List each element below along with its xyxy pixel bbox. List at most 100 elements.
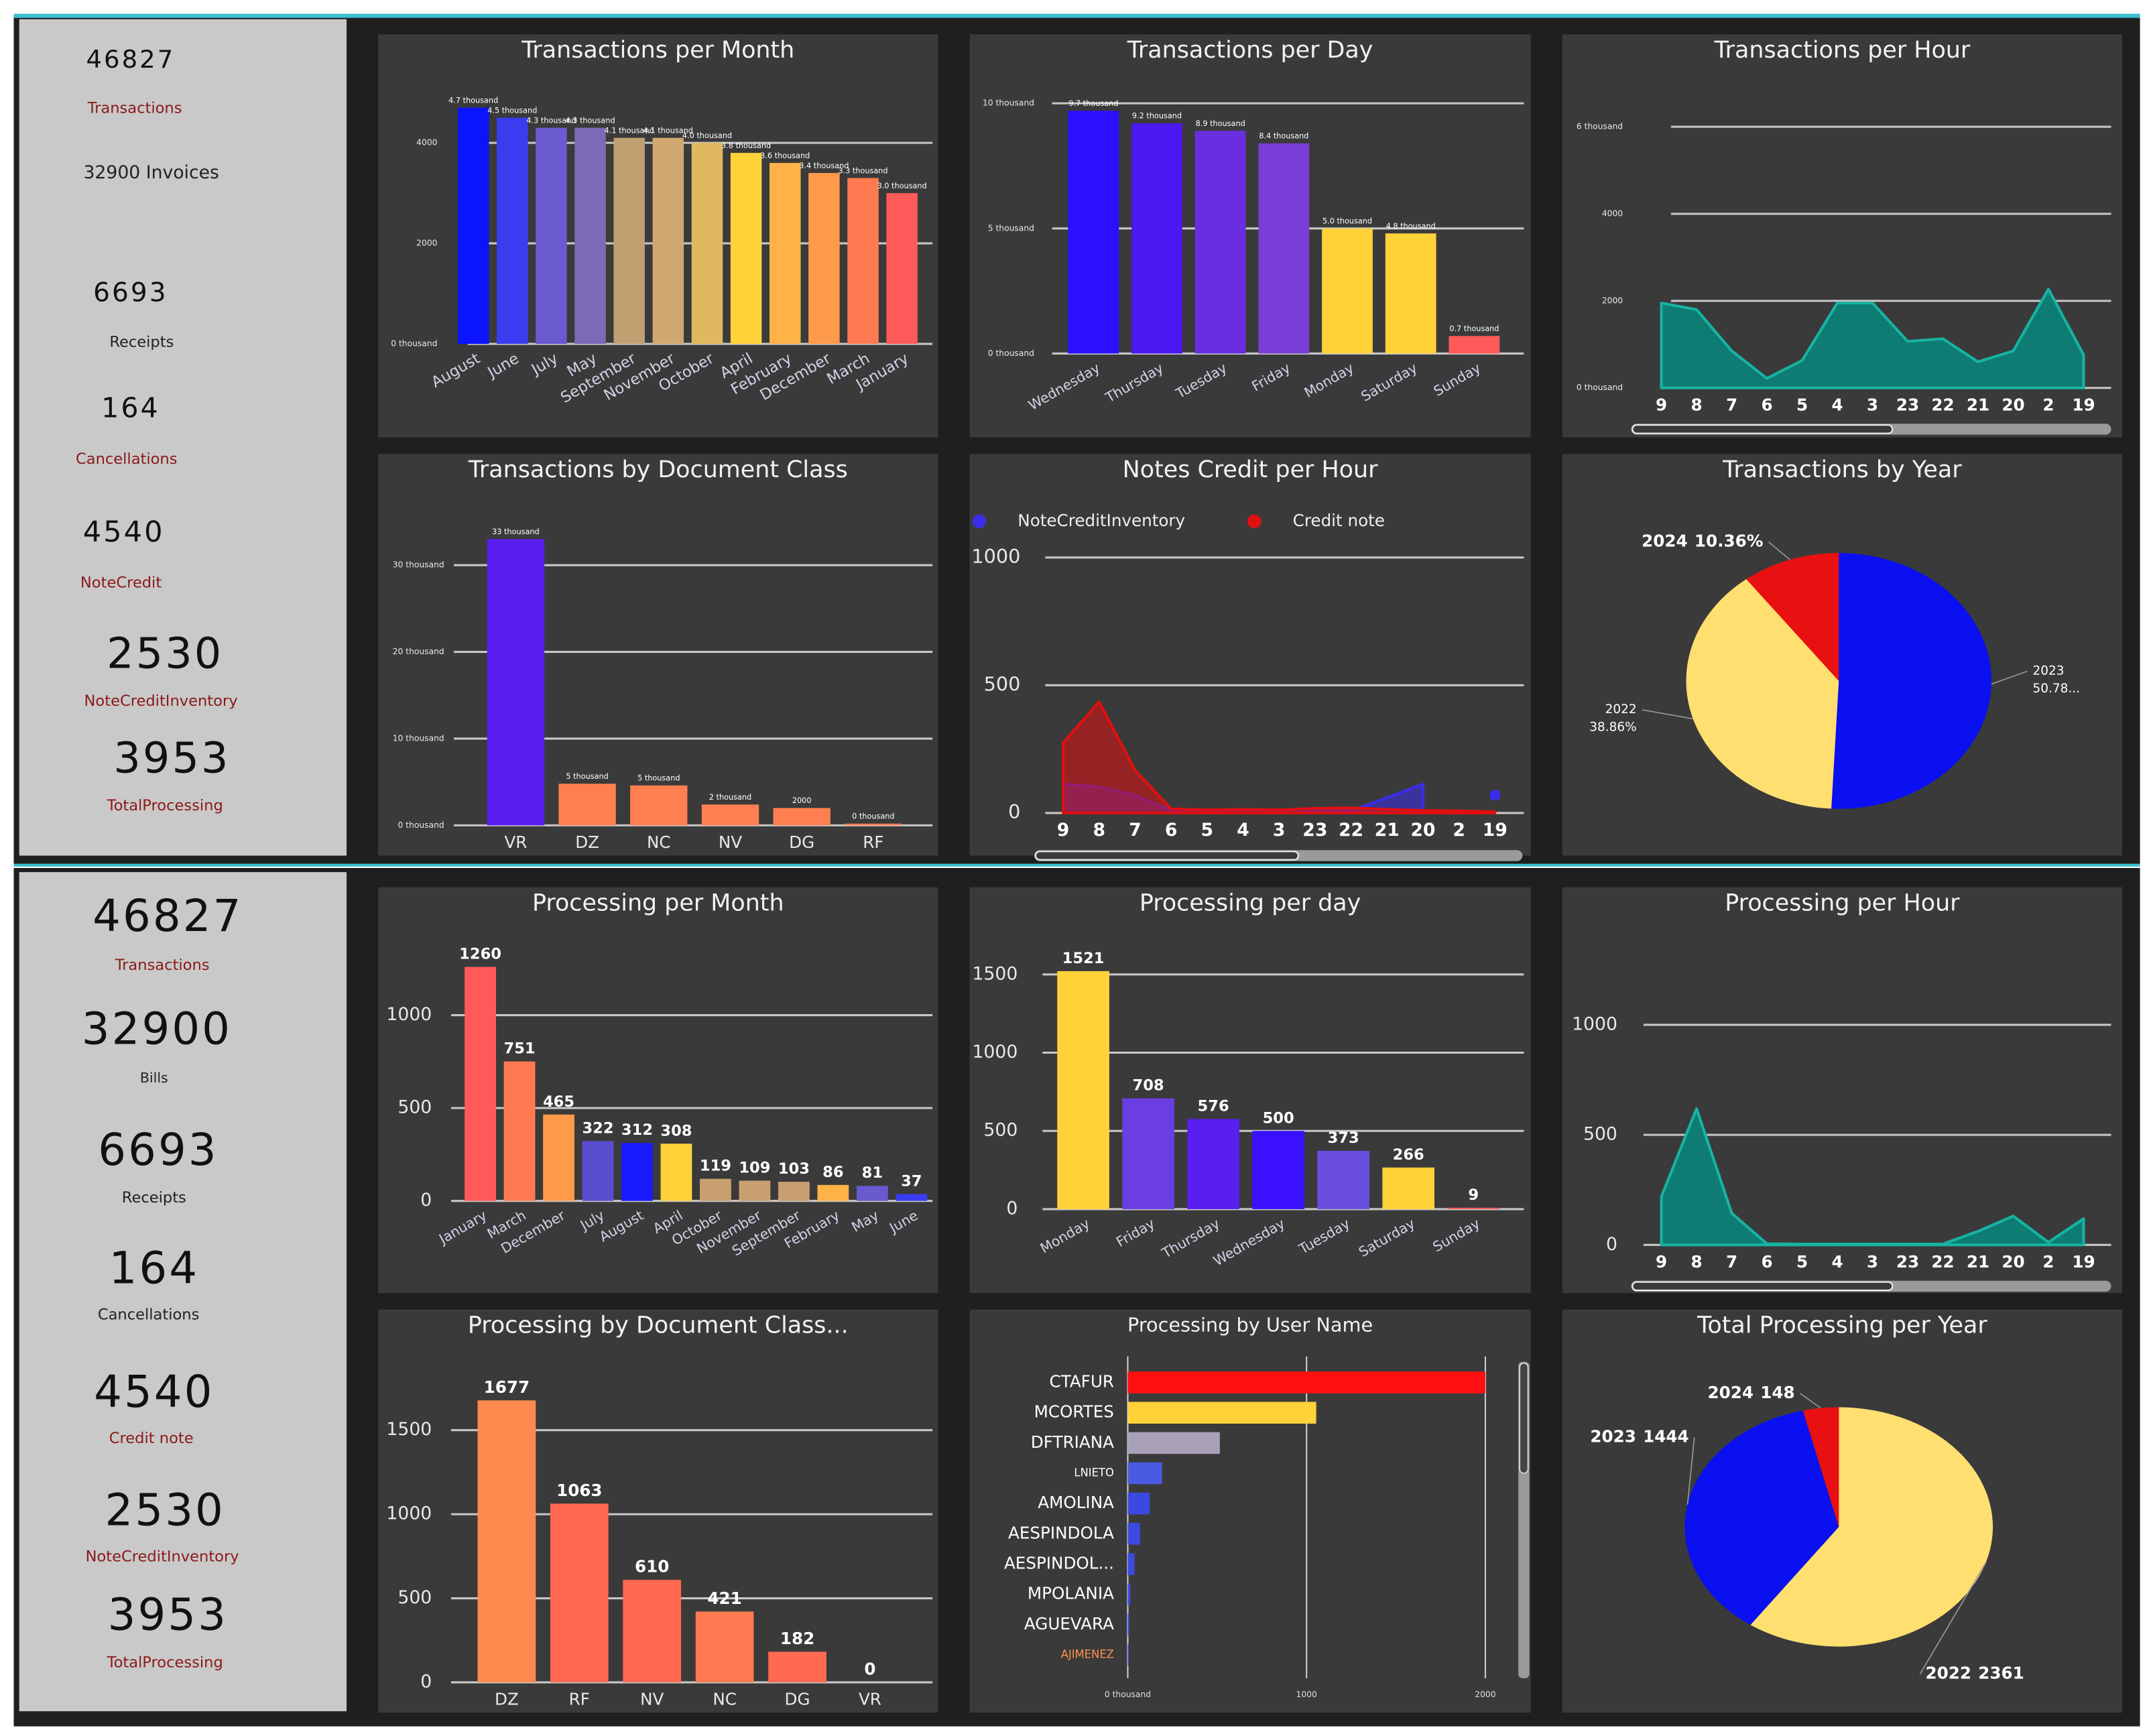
pie-slice xyxy=(1684,1410,1839,1625)
bar xyxy=(768,1652,826,1682)
kpi-panel xyxy=(19,19,347,856)
chart-title: Transactions per Hour xyxy=(1713,37,1970,64)
bar xyxy=(701,804,759,826)
y-tick-label: 500 xyxy=(1583,1124,1617,1145)
bar xyxy=(1127,1462,1162,1485)
bar xyxy=(1127,1371,1485,1393)
pie-value: 50.78... xyxy=(2033,682,2080,696)
chart-title: Transactions per Day xyxy=(1127,37,1373,64)
bar xyxy=(1127,1432,1220,1454)
y-tick-label: 1000 xyxy=(1572,1013,1617,1034)
bar xyxy=(1194,131,1246,354)
bar xyxy=(896,1194,928,1201)
y-tick-label: 4000 xyxy=(416,138,437,147)
bar xyxy=(1127,1583,1131,1605)
area xyxy=(1660,1107,2085,1247)
x-tick-label: 6 xyxy=(1761,1252,1772,1272)
data-label: 5 thousand xyxy=(566,772,608,781)
bar xyxy=(856,1186,888,1201)
data-label: 4.3 thousand xyxy=(526,116,576,125)
x-tick-label: 21 xyxy=(1375,820,1400,841)
kpi-label: 32900 Invoices xyxy=(83,162,219,183)
bar xyxy=(1447,1207,1500,1209)
area xyxy=(1061,700,1497,814)
kpi-value: 4540 xyxy=(83,515,165,549)
pie-label: 2024 10.36% xyxy=(1642,532,1763,551)
scrollbar-thumb[interactable] xyxy=(1632,424,1894,434)
bar xyxy=(1068,111,1119,354)
chart-panel xyxy=(1562,887,2122,1294)
pie-category: 2023 xyxy=(2033,664,2065,678)
pie-category: 2024 xyxy=(1642,532,1687,551)
bar xyxy=(487,539,545,826)
x-tick-label: 3 xyxy=(1867,395,1878,414)
y-tick-label: 0 xyxy=(420,1190,432,1211)
y-tick-label: 1000 xyxy=(972,1042,1018,1062)
scrollbar-thumb[interactable] xyxy=(1034,851,1299,861)
x-tick-label: NC xyxy=(713,1690,737,1709)
x-tick-label: 23 xyxy=(1896,1252,1919,1272)
bar xyxy=(1385,233,1436,354)
x-tick-label: 7 xyxy=(1726,1252,1737,1272)
x-tick-label: 4 xyxy=(1831,395,1843,414)
legend-marker xyxy=(972,514,987,529)
data-label: 119 xyxy=(700,1158,731,1175)
chart-title: Total Processing per Year xyxy=(1697,1312,1987,1339)
data-label: 86 xyxy=(822,1164,843,1181)
data-label: 0.7 thousand xyxy=(1449,324,1499,333)
bar xyxy=(773,808,831,826)
bar xyxy=(1131,123,1182,354)
y-tick-label: 1000 xyxy=(971,545,1020,568)
y-tick-label: 10 thousand xyxy=(983,99,1034,108)
kpi-value: 46827 xyxy=(93,891,243,942)
bar xyxy=(1187,1119,1239,1209)
kpi-label: Receipts xyxy=(109,334,174,351)
x-tick-label: 4 xyxy=(1237,820,1249,841)
kpi-value: 164 xyxy=(101,392,160,424)
bar xyxy=(1127,1613,1129,1636)
kpi-label: Cancellations xyxy=(98,1306,199,1323)
y-tick-label: CTAFUR xyxy=(1050,1372,1114,1391)
bar xyxy=(1057,971,1109,1209)
y-tick-label: 0 xyxy=(1006,1198,1018,1219)
kpi-label: Credit note xyxy=(109,1430,194,1447)
bar xyxy=(630,785,688,826)
bar xyxy=(1127,1523,1140,1545)
y-tick-label: 0 thousand xyxy=(398,820,444,830)
y-tick-label: AGUEVARA xyxy=(1024,1614,1114,1633)
kpi-value: 2530 xyxy=(105,1485,225,1536)
y-tick-label: 5 thousand xyxy=(988,223,1034,233)
kpi-value: 46827 xyxy=(86,45,175,74)
y-tick-label: 4000 xyxy=(1602,208,1623,218)
data-label: 3.3 thousand xyxy=(838,166,887,175)
y-tick-label: 2000 xyxy=(416,239,437,248)
bar xyxy=(660,1143,692,1201)
kpi-label: Receipts xyxy=(122,1189,186,1206)
x-tick-label: VR xyxy=(859,1690,881,1709)
data-label: 373 xyxy=(1328,1129,1359,1147)
data-label: 1521 xyxy=(1062,950,1105,967)
x-tick-label: 20 xyxy=(2002,1252,2024,1272)
kpi-value: 164 xyxy=(109,1243,200,1294)
y-tick-label: 0 thousand xyxy=(391,339,437,349)
x-tick-label: 22 xyxy=(1931,395,1954,414)
pie-slice xyxy=(1686,579,1839,809)
scrollbar-thumb[interactable] xyxy=(1519,1363,1529,1474)
x-tick-label: VR xyxy=(504,832,527,852)
legend-marker xyxy=(1247,514,1262,529)
x-tick-label: 2 xyxy=(2042,395,2054,414)
pie-category: 2023 xyxy=(1590,1427,1636,1446)
x-tick-label: DZ xyxy=(575,832,599,852)
pie-category: 2022 xyxy=(1926,1664,1971,1683)
pie-slice xyxy=(1750,1407,1993,1647)
y-tick-label: 500 xyxy=(984,672,1021,695)
data-label: 1677 xyxy=(484,1377,530,1397)
legend-label: Credit note xyxy=(1293,511,1385,530)
y-tick-label: 1000 xyxy=(386,1004,432,1025)
x-tick-label: 23 xyxy=(1896,395,1919,414)
chart-title: Transactions per Month xyxy=(521,37,794,64)
data-label: 708 xyxy=(1133,1077,1164,1095)
data-label: 4.0 thousand xyxy=(682,131,732,140)
x-tick-label: NV xyxy=(640,1690,664,1709)
scrollbar-thumb[interactable] xyxy=(1632,1281,1894,1292)
